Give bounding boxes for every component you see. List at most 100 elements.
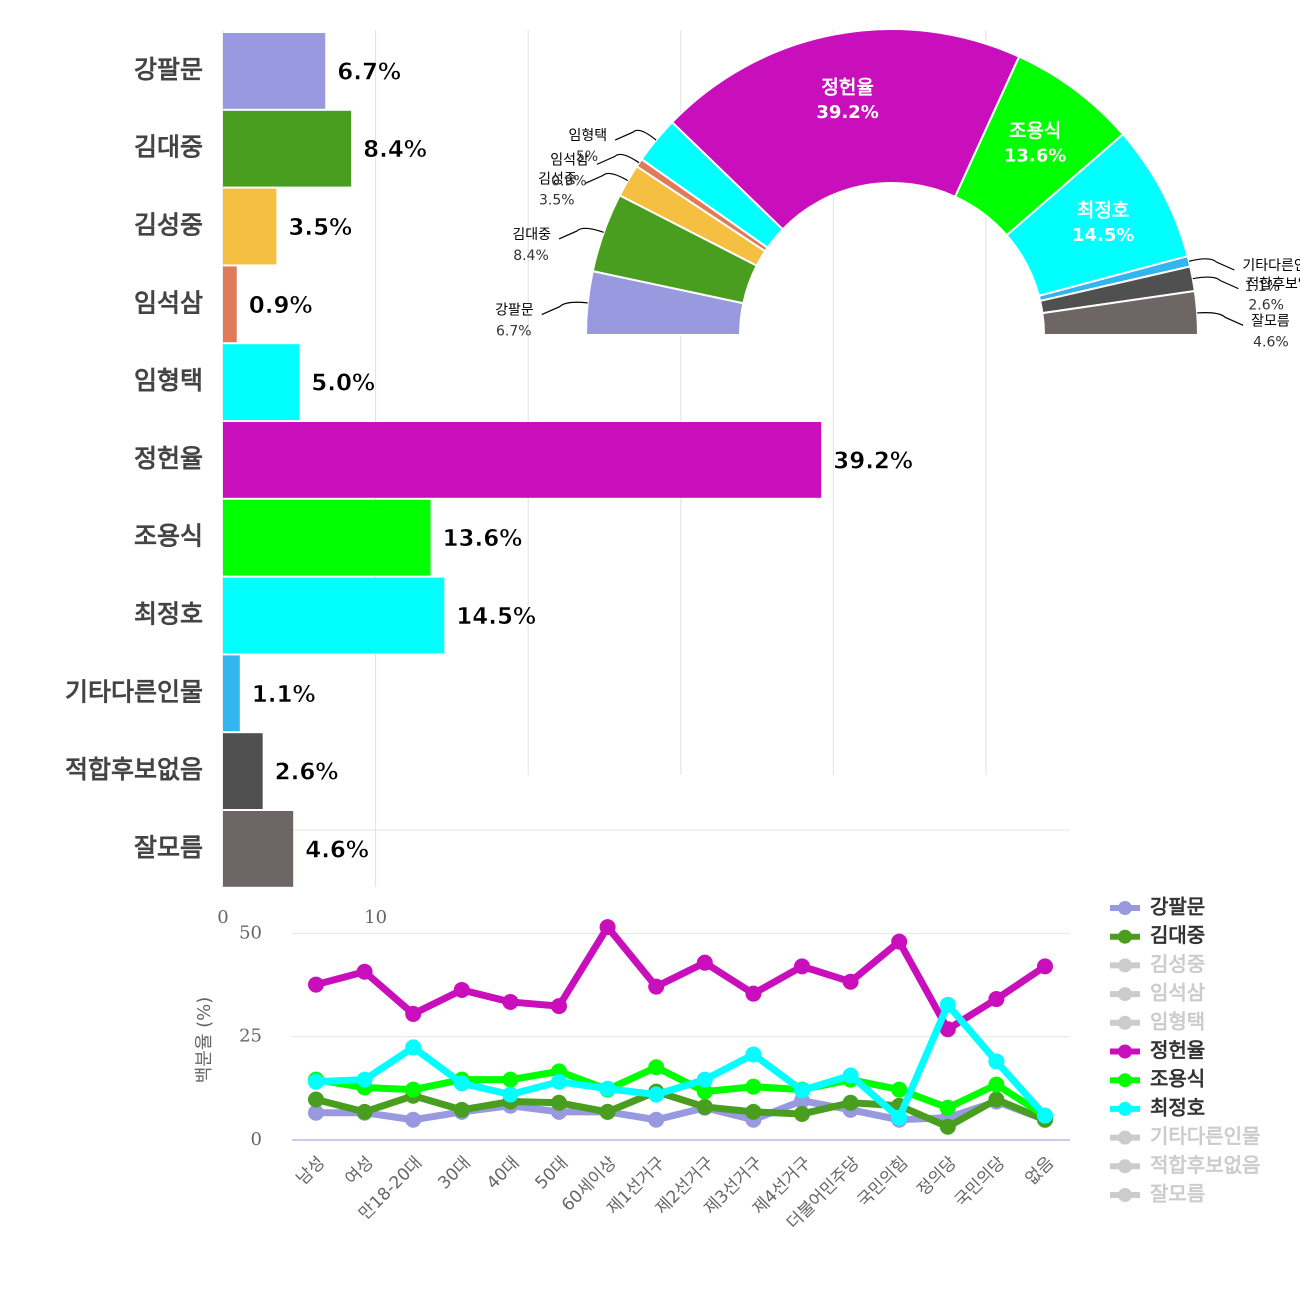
slice-name: 임석삼: [550, 152, 589, 168]
bar: [223, 733, 263, 809]
data-point: [794, 1105, 810, 1122]
data-point: [988, 1053, 1005, 1070]
slice-name: 김성중: [538, 172, 577, 188]
data-point: [988, 1091, 1005, 1108]
data-point: [308, 1104, 324, 1121]
bar: [223, 499, 431, 576]
data-point: [842, 1094, 859, 1111]
category-label: 임석삼: [134, 288, 203, 317]
data-point: [1037, 958, 1053, 975]
slice-value: 13.6%: [1004, 146, 1066, 167]
x-tick-label: 0: [217, 907, 228, 928]
donut-slice: [670, 28, 1021, 231]
legend-marker: [1118, 1073, 1132, 1088]
legend-label[interactable]: 강팔문: [1150, 895, 1205, 919]
bar: [223, 344, 300, 420]
slice-value: 2.6%: [1248, 298, 1284, 314]
slice-name: 조용식: [1009, 120, 1061, 142]
legend-label[interactable]: 잘모름: [1150, 1182, 1205, 1206]
slice-value: 5%: [576, 149, 598, 165]
legend-label[interactable]: 김대중: [1150, 923, 1205, 947]
value-label: 39.2%: [833, 448, 913, 474]
data-point: [745, 985, 762, 1002]
data-point: [988, 1076, 1005, 1093]
data-point: [648, 1059, 665, 1076]
category-label: 정헌율: [134, 444, 203, 473]
slice-name: 강팔문: [495, 303, 534, 319]
data-point: [453, 1075, 470, 1092]
legend-label[interactable]: 기타다른인물: [1150, 1124, 1260, 1148]
connector: [1197, 312, 1244, 326]
legend-marker: [1118, 987, 1132, 1002]
slice-value: 6.7%: [496, 324, 532, 340]
data-point: [551, 1094, 567, 1111]
connector: [584, 172, 629, 185]
data-point: [988, 991, 1005, 1008]
legend-label[interactable]: 김성중: [1150, 952, 1205, 976]
category-label: 적합후보없음: [65, 755, 203, 784]
y-axis-label: 백분율 (%): [194, 997, 215, 1084]
category-label: 임형택: [134, 366, 203, 395]
legend-marker: [1118, 1044, 1132, 1059]
value-label: 2.6%: [275, 760, 339, 786]
slice-value: 1.1%: [1244, 279, 1280, 295]
connector: [558, 227, 604, 240]
data-point: [745, 1078, 762, 1095]
connector: [614, 129, 657, 141]
data-point: [648, 1111, 665, 1128]
bar: [223, 655, 240, 732]
data-point: [648, 978, 665, 995]
data-point: [696, 954, 713, 971]
category-label: 조용식: [134, 522, 203, 551]
series-line: [315, 1001, 1048, 1122]
legend-marker: [1118, 1015, 1132, 1030]
data-point: [308, 976, 324, 993]
category-label: 김성중: [134, 211, 203, 240]
value-label: 5.0%: [311, 371, 375, 397]
slice-name: 임형택: [568, 128, 607, 144]
legend-marker: [1118, 1188, 1132, 1202]
legend-marker: [1118, 1159, 1132, 1174]
legend-label[interactable]: 조용식: [1150, 1067, 1205, 1091]
legend-marker: [1118, 1101, 1132, 1116]
value-label: 1.1%: [252, 682, 316, 708]
data-point: [794, 1082, 810, 1099]
data-point: [356, 1071, 373, 1088]
legend-label[interactable]: 적합후보없음: [1150, 1153, 1260, 1177]
data-point: [939, 1021, 956, 1038]
y-tick-label: 0: [251, 1129, 262, 1150]
value-label: 13.6%: [443, 526, 523, 552]
data-point: [308, 1091, 324, 1108]
series-line: [315, 1088, 1047, 1131]
data-point: [453, 1101, 470, 1118]
data-point: [453, 981, 470, 998]
bar: [223, 422, 822, 498]
slice-name: 김대중: [512, 227, 551, 243]
category-label: 최정호: [134, 600, 203, 629]
data-point: [356, 963, 373, 980]
legend-marker: [1118, 901, 1132, 915]
slice-value: 3.5%: [539, 193, 575, 209]
data-point: [308, 1073, 324, 1090]
value-label: 0.9%: [249, 293, 313, 319]
value-label: 6.7%: [337, 59, 401, 85]
legend-label[interactable]: 임석삼: [1150, 981, 1206, 1005]
data-point: [599, 1103, 616, 1120]
data-point: [891, 933, 908, 950]
data-point: [405, 1081, 422, 1098]
bar: [223, 266, 237, 343]
data-point: [891, 1109, 908, 1126]
data-point: [502, 1071, 519, 1088]
legend-label[interactable]: 최정호: [1150, 1095, 1205, 1119]
data-point: [1037, 1107, 1053, 1124]
legend-marker: [1118, 1130, 1132, 1145]
data-point: [696, 1071, 713, 1088]
connector: [541, 301, 588, 316]
data-point: [405, 1111, 422, 1128]
data-point: [745, 1103, 762, 1120]
slice-name: 최정호: [1077, 199, 1129, 221]
legend-label[interactable]: 임형택: [1150, 1009, 1205, 1033]
value-label: 4.6%: [305, 837, 369, 863]
legend-label[interactable]: 정헌율: [1150, 1038, 1205, 1062]
